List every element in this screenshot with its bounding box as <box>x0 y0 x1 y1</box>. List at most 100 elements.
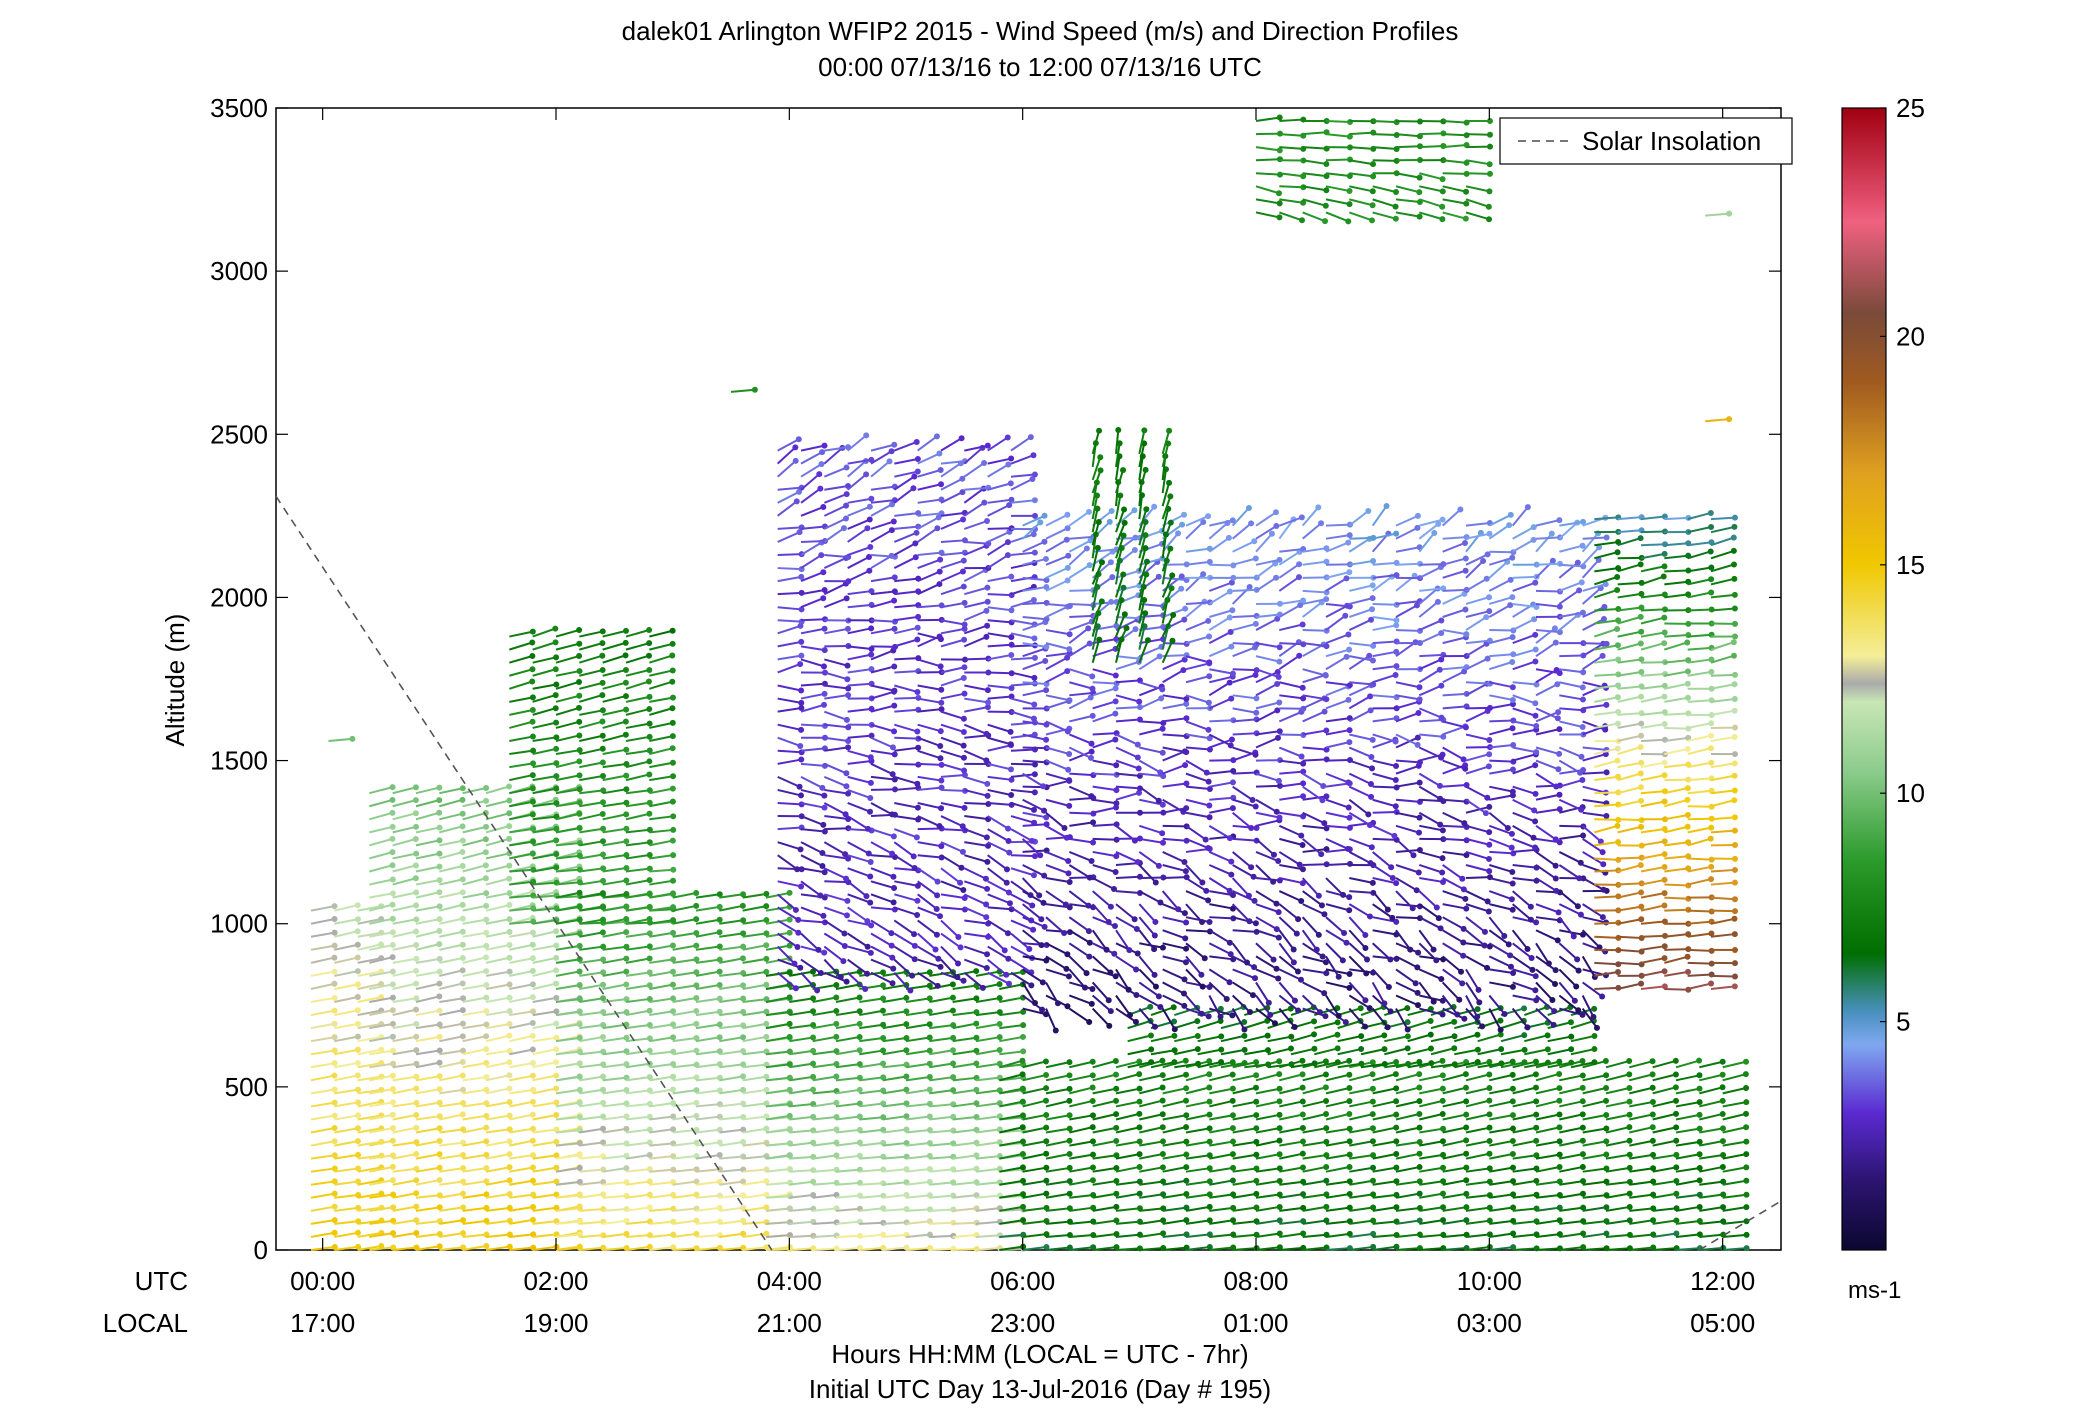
wind-barb <box>1489 1164 1516 1173</box>
wind-barb-head <box>1113 1111 1120 1118</box>
wind-barb <box>742 890 770 899</box>
wind-barb-shaft <box>334 1206 359 1212</box>
wind-barb-shaft <box>625 668 650 677</box>
wind-barb-head <box>600 865 607 872</box>
wind-barb-shaft <box>509 943 534 951</box>
wind-barb-shaft <box>1325 1206 1350 1212</box>
wind-barb-shaft <box>649 787 674 795</box>
wind-barb <box>532 1085 560 1095</box>
wind-barb-shaft <box>439 1192 464 1199</box>
wind-barb-head <box>413 823 420 830</box>
wind-barb-head <box>1719 1058 1726 1065</box>
wind-barb-head <box>600 1125 607 1132</box>
wind-barb-shaft <box>1232 1167 1257 1173</box>
wind-barb-head <box>1439 1138 1446 1145</box>
wind-barb-shaft <box>1699 1073 1723 1082</box>
wind-barb-shaft <box>905 1129 930 1134</box>
wind-barb <box>952 1047 980 1056</box>
wind-barb-shaft <box>1419 1127 1444 1134</box>
wind-barb-shaft <box>579 775 604 782</box>
wind-barb <box>835 1166 863 1173</box>
wind-barb <box>1605 1137 1633 1147</box>
wind-barb <box>952 1192 980 1199</box>
wind-barb-shaft <box>882 1088 907 1095</box>
wind-barb-head <box>1369 1138 1376 1145</box>
wind-barb <box>1395 1190 1423 1199</box>
wind-barb-shaft <box>719 1219 744 1225</box>
wind-barb-head <box>529 968 536 975</box>
wind-barb-shaft <box>1675 1153 1700 1160</box>
wind-barb-head <box>483 1138 490 1145</box>
wind-barb-shaft <box>1267 1035 1292 1043</box>
wind-barb <box>1454 1031 1481 1043</box>
wind-barb-head <box>599 652 606 659</box>
wind-barb-head <box>600 825 607 832</box>
wind-barb-head <box>354 1020 361 1027</box>
wind-barb <box>1232 1151 1260 1160</box>
wind-barb <box>1302 1110 1330 1121</box>
wind-barb-head <box>1416 1071 1423 1078</box>
wind-barb <box>789 1192 817 1199</box>
wind-barb-head <box>716 1021 723 1028</box>
wind-barb-shaft <box>555 1062 580 1069</box>
wind-barb-shaft <box>1139 1074 1163 1082</box>
wind-barb-head <box>669 719 676 726</box>
wind-barb-shaft <box>1185 1100 1210 1108</box>
wind-barb <box>1629 1137 1656 1147</box>
wind-barb-shaft <box>602 840 627 847</box>
wind-barb-head <box>506 1072 513 1079</box>
wind-barb <box>369 1177 396 1186</box>
wind-barb-shaft <box>509 1127 534 1134</box>
wind-barb-head <box>1393 1085 1400 1092</box>
wind-barb-shaft <box>509 696 534 703</box>
wind-barb-head <box>1416 1084 1423 1091</box>
wind-barb-head <box>1743 1245 1750 1252</box>
wind-barb <box>1512 1165 1540 1173</box>
wind-barb <box>1325 1085 1353 1095</box>
wind-barb-shaft <box>532 1128 557 1134</box>
wind-barb <box>649 640 676 651</box>
wind-barb <box>509 1191 537 1199</box>
wind-barb-head <box>1743 1177 1750 1184</box>
wind-barb-shaft <box>532 1074 557 1082</box>
wind-barb <box>625 627 653 638</box>
wind-barb-head <box>331 1152 338 1159</box>
wind-barb <box>1197 1033 1225 1043</box>
wind-barb-shaft <box>462 1010 487 1017</box>
wind-barb-shaft <box>310 1205 335 1212</box>
wind-barb <box>1675 1217 1703 1225</box>
wind-barb <box>1349 1152 1377 1160</box>
wind-barb-shaft <box>719 997 744 1004</box>
wind-barb <box>649 1140 677 1147</box>
wind-barb-shaft <box>532 894 557 899</box>
wind-barb-shaft <box>672 944 697 951</box>
wind-barb-head <box>693 982 700 989</box>
wind-barb-shaft <box>625 1234 651 1238</box>
wind-barb <box>579 679 606 690</box>
wind-barb <box>334 916 361 925</box>
wind-barb <box>625 839 653 847</box>
wind-barb <box>765 1232 793 1239</box>
wind-barb <box>719 1008 747 1017</box>
wind-barb <box>602 1113 630 1121</box>
chart-title: dalek01 Arlington WFIP2 2015 - Wind Spee… <box>622 16 1459 46</box>
wind-barb-head <box>716 1152 723 1159</box>
wind-barb-shaft <box>334 1127 359 1134</box>
wind-barb-shaft <box>509 920 534 925</box>
wind-barb-shaft <box>1022 1179 1047 1186</box>
wind-barb <box>485 1085 513 1095</box>
wind-barb <box>509 1086 537 1095</box>
wind-barb <box>509 981 536 990</box>
wind-barb-shaft <box>695 1076 720 1082</box>
wind-barb-shaft <box>334 1194 359 1199</box>
wind-barb-shaft <box>509 970 534 977</box>
wind-barb <box>1629 1124 1656 1134</box>
wind-barb-shaft <box>1395 1113 1420 1121</box>
wind-barb-head <box>600 943 607 950</box>
wind-barb-shaft <box>929 1115 954 1121</box>
wind-barb-head <box>331 915 338 922</box>
wind-barb-head <box>482 862 489 869</box>
wind-barb-shaft <box>952 1128 977 1134</box>
wind-barb <box>555 968 583 977</box>
wind-barb <box>695 891 723 899</box>
